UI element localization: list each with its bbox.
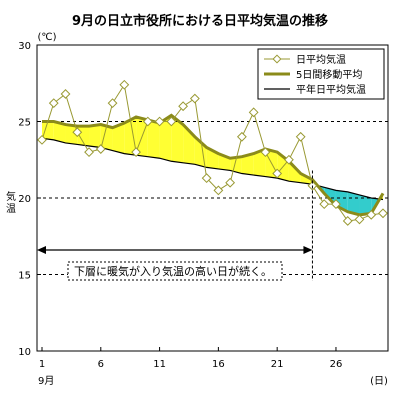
anomaly-fill-segment (53, 121, 66, 143)
anomaly-fill-segment (42, 121, 54, 140)
daily-mean-marker (48, 98, 59, 109)
daily-mean-marker (60, 89, 71, 99)
anomaly-fill-segment (100, 124, 113, 151)
legend-label: 平年日平均気温 (296, 83, 366, 96)
anomaly-fill-segment (147, 119, 160, 159)
x-tick-label: 26 (330, 359, 343, 370)
daily-mean-marker (236, 131, 247, 142)
daily-mean-marker (72, 127, 83, 138)
y-tick-label: 15 (18, 271, 31, 282)
y-tick-label: 10 (18, 347, 31, 358)
y-axis-label: 気温 (6, 190, 16, 215)
daily-mean-marker (95, 144, 106, 154)
daily-mean-marker (260, 147, 271, 158)
anomaly-fill-segment (65, 124, 78, 145)
daily-mean-marker (37, 134, 47, 145)
annotation-arrow-head-left (37, 246, 46, 255)
x-tick-label: 6 (98, 359, 104, 370)
daily-mean-marker (142, 116, 153, 127)
daily-mean-marker (131, 147, 141, 158)
x-tick-label: 1 (39, 359, 45, 370)
anomaly-fill-segment (241, 153, 254, 176)
daily-mean-marker (154, 116, 165, 127)
anomaly-fill-segment (89, 124, 101, 148)
legend-label: 5日間移動平均 (296, 68, 362, 81)
daily-mean-marker (213, 185, 224, 196)
legend-label: 日平均気温 (296, 53, 346, 66)
daily-mean-marker (354, 214, 365, 225)
daily-mean-marker (189, 93, 200, 104)
daily-mean-marker (319, 199, 330, 210)
anomaly-fill-segment (159, 115, 172, 162)
y-unit-label: (℃) (37, 32, 56, 43)
anomaly-fill-segment (124, 116, 137, 156)
anomaly-fill-segment (253, 149, 266, 177)
daily-mean-marker (248, 107, 259, 118)
anomaly-fill-segment (288, 161, 301, 183)
daily-mean-marker (272, 168, 283, 179)
daily-mean-marker (107, 98, 118, 109)
daily-mean-marker (119, 79, 130, 90)
annotation-arrow-head-right (303, 246, 313, 255)
anomaly-fill-segment (171, 115, 184, 163)
daily-mean-marker (84, 147, 94, 158)
anomaly-fill-segment (112, 123, 125, 154)
daily-mean-marker (166, 116, 177, 127)
daily-mean-marker (331, 199, 341, 210)
x-month-label: 9月 (38, 375, 54, 387)
annotation-box (67, 261, 283, 281)
daily-mean-marker (225, 177, 236, 188)
y-tick-label: 25 (18, 118, 31, 129)
daily-mean-marker (295, 131, 306, 142)
x-tick-label: 16 (212, 359, 225, 370)
daily-mean-marker (366, 209, 377, 220)
chart-title: 9月の日立市役所における日平均気温の推移 (72, 13, 328, 29)
y-tick-label: 30 (18, 41, 31, 52)
daily-mean-marker (201, 173, 212, 184)
legend-swatch-marker (272, 54, 282, 64)
x-unit-label: (日) (370, 376, 388, 387)
daily-mean-marker (342, 216, 353, 226)
x-tick-label: 21 (271, 359, 284, 370)
anomaly-fill-segment (359, 194, 372, 215)
daily-mean-marker (178, 101, 189, 112)
x-tick-label: 11 (153, 359, 166, 370)
y-tick-label: 20 (18, 194, 31, 205)
annotation-text: 下層に暖気が入り気温の高い日が続く。 (74, 264, 272, 278)
daily-mean-marker (284, 154, 294, 165)
daily-mean-marker (378, 208, 388, 219)
moving-average-line (42, 113, 385, 217)
